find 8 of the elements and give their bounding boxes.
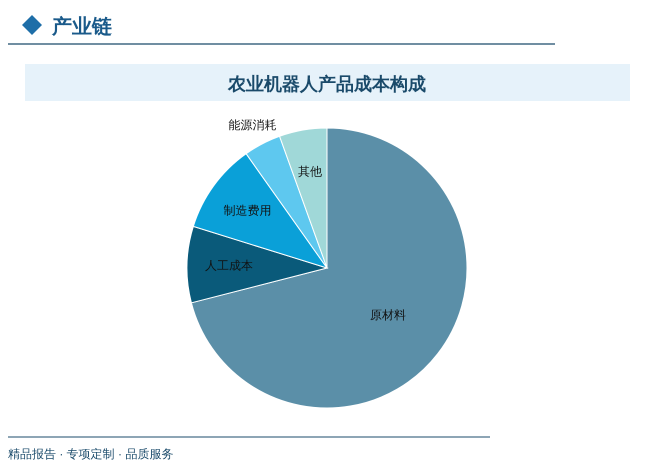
slice-label: 制造费用 [224, 203, 272, 218]
text: 精品报告 · 专项定制 · 品质服务 [8, 447, 174, 461]
text: 产业链 [51, 15, 113, 38]
chart-title: 农业机器人产品成本构成 [227, 74, 426, 94]
slice-label: 人工成本 [205, 258, 254, 273]
slice-label: 能源消耗 [228, 118, 277, 132]
slice-label: 其他 [298, 164, 322, 178]
slice-label: 原材料 [370, 308, 406, 322]
